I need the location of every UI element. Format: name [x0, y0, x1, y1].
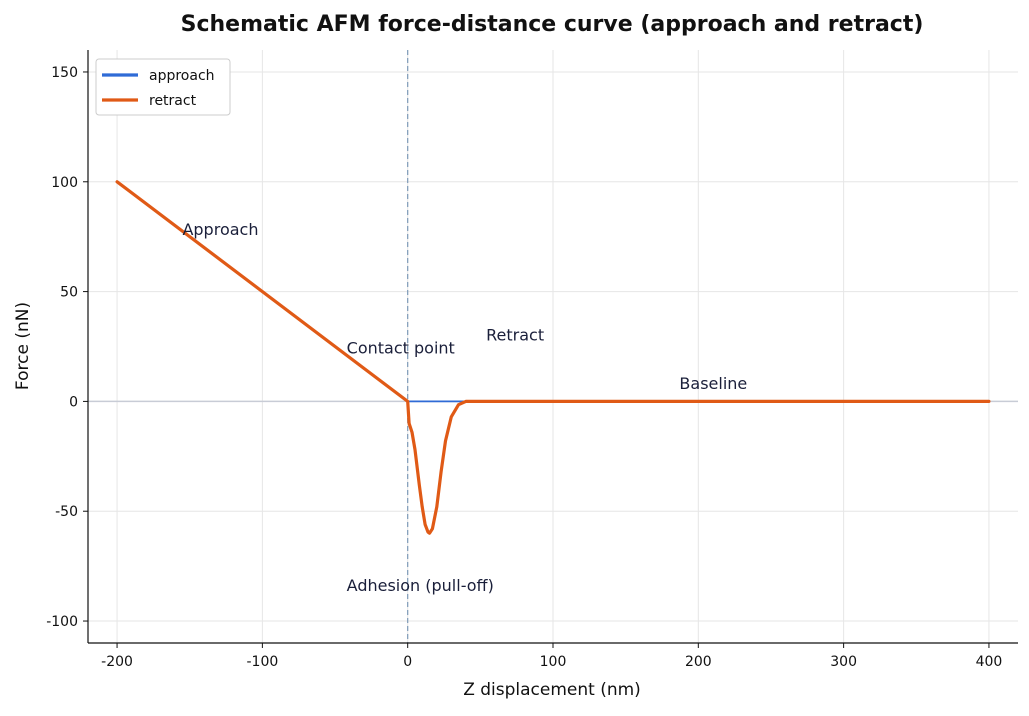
annotation-label: Contact point — [347, 339, 455, 358]
grid — [88, 50, 1018, 643]
annotation-label: Adhesion (pull-off) — [347, 576, 494, 595]
chart-title: Schematic AFM force-distance curve (appr… — [181, 12, 924, 37]
x-tick-label: 200 — [685, 654, 712, 670]
annotation-label: Baseline — [679, 374, 747, 393]
annotations: Approach Contact point Retract Baseline Adhe… — [182, 220, 747, 595]
y-axis-label: Force (nN) — [13, 302, 33, 390]
ticks: -200 -100 0 100 200 300 400 -100 -50 0 50 100 150 — [46, 65, 1002, 670]
x-tick-label: -200 — [101, 654, 133, 670]
x-tick-label: 0 — [403, 654, 412, 670]
annotation-label: Approach — [182, 220, 258, 239]
x-tick-label: 400 — [976, 654, 1003, 670]
y-tick-label: 0 — [69, 394, 78, 410]
y-tick-label: -50 — [55, 504, 78, 520]
x-tick-label: -100 — [246, 654, 278, 670]
series-line-retract — [115, 180, 991, 535]
legend: approach retract — [95, 58, 231, 116]
x-axis-label: Z displacement (nm) — [463, 680, 641, 700]
x-tick-label: 100 — [540, 654, 567, 670]
x-tick-label: 300 — [830, 654, 857, 670]
y-tick-label: 50 — [60, 285, 78, 301]
y-tick-label: -100 — [46, 614, 78, 630]
y-tick-label: 150 — [51, 65, 78, 81]
legend-label-retract: retract — [149, 93, 197, 109]
y-tick-label: 100 — [51, 175, 78, 191]
series-lines — [115, 180, 991, 535]
annotation-label: Retract — [486, 326, 544, 345]
legend-label-approach: approach — [149, 68, 215, 84]
